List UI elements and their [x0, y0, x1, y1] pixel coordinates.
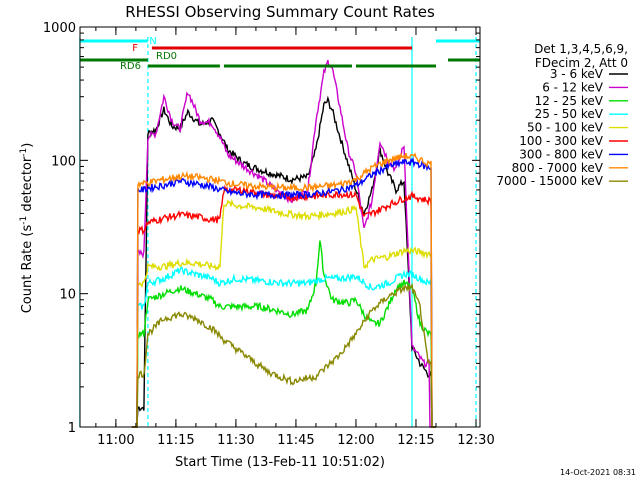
x-tick-label-4: 12:00	[337, 433, 374, 448]
y-axis-label-sup1: -1	[19, 216, 29, 225]
series-line-5	[131, 184, 436, 428]
series-line-3	[131, 266, 436, 428]
legend-header-line1: Det 1,3,4,5,6,9,	[534, 42, 628, 56]
legend-header-line2: FDecim 2, Att 0	[535, 56, 628, 70]
x-tick-label-3: 11:45	[277, 433, 314, 448]
flag-rd0-label: RD0	[156, 51, 177, 62]
legend-label-6: 300 - 800 keV	[519, 147, 603, 161]
plot-frame	[79, 26, 481, 428]
series-line-6	[131, 156, 436, 428]
x-tick-label-1: 11:15	[157, 433, 194, 448]
flag-rd6-label: RD6	[120, 61, 141, 72]
series-layer	[131, 59, 436, 428]
y-tick-label-2: 100	[51, 154, 76, 169]
x-tick-label-2: 11:30	[217, 433, 254, 448]
y-axis-label-mid: detector	[20, 156, 35, 216]
series-line-2	[131, 240, 436, 428]
legend-label-1: 6 - 12 keV	[542, 80, 604, 94]
legend-label-4: 50 - 100 keV	[527, 121, 604, 135]
x-axis-label: Start Time (13-Feb-11 10:51:02)	[175, 455, 385, 470]
x-tick-label-5: 12:15	[397, 433, 434, 448]
series-line-0	[131, 95, 436, 428]
legend-label-5: 100 - 300 keV	[519, 134, 603, 148]
chart-title: RHESSI Observing Summary Count Rates	[125, 3, 435, 21]
flag-f-label: F	[132, 43, 138, 54]
timestamp: 14-Oct-2021 08:31	[560, 468, 636, 477]
y-tick-label-3: 1000	[43, 21, 76, 36]
legend-label-2: 12 - 25 keV	[535, 94, 604, 108]
y-tick-label-1: 10	[59, 288, 76, 303]
legend-label-8: 7000 - 15000 keV	[496, 174, 603, 188]
y-axis-label: Count Rate (s-1 detector-1)	[19, 143, 35, 314]
y-ticks: 1 10 100 1000	[43, 21, 480, 436]
y-axis-label-end: )	[20, 143, 35, 148]
y-axis-label-main: Count Rate (s	[20, 225, 35, 314]
y-tick-label-0: 1	[68, 421, 76, 436]
legend-label-0: 3 - 6 keV	[550, 67, 604, 81]
y-axis-label-sup2: -1	[19, 148, 29, 157]
x-ticks: 11:00 11:15 11:30 11:45 12:00 12:15 12:30	[95, 27, 495, 448]
series-line-1	[131, 59, 436, 428]
legend-label-7: 800 - 7000 keV	[512, 161, 604, 175]
state-flags: NF RD0 RD6	[79, 36, 480, 72]
legend-label-3: 25 - 50 keV	[535, 107, 604, 121]
series-line-8	[131, 283, 436, 428]
series-line-4	[131, 198, 436, 428]
x-tick-label-6: 12:30	[457, 433, 494, 448]
x-tick-label-0: 11:00	[97, 433, 134, 448]
flag-n-label: N	[149, 36, 156, 47]
series-line-7	[131, 152, 436, 428]
